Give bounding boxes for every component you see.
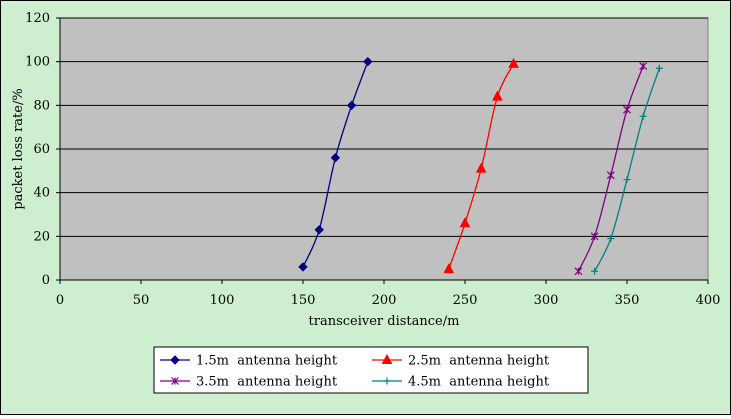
data-point: [606, 171, 615, 180]
legend: 1.5m antenna height 2.5m antenna height 3.…: [153, 346, 589, 394]
x-tick-label: 200: [372, 293, 397, 308]
data-point: [346, 100, 357, 111]
legend-label: 4.5m antenna height: [408, 375, 550, 390]
legend-item: 2.5m antenna height: [372, 354, 550, 369]
data-point: [590, 232, 599, 241]
series-2: [443, 57, 519, 274]
grid-lines: [60, 17, 708, 237]
y-axis-label: packet loss rate/%: [11, 88, 26, 209]
data-point: [298, 262, 308, 272]
data-point: [443, 263, 455, 274]
y-tick-label: 0: [42, 273, 50, 288]
data-point: [508, 57, 519, 68]
y-tick-label: 120: [25, 11, 50, 26]
legend-label: 2.5m antenna height: [408, 354, 550, 369]
x-tick-label: 250: [453, 293, 478, 308]
data-point: [623, 105, 631, 114]
data-point: [607, 235, 615, 243]
series-1: [298, 56, 373, 272]
legend-label: 3.5m antenna height: [196, 375, 338, 390]
data-point: [639, 112, 647, 120]
x-axis-label: transceiver distance/m: [309, 314, 460, 329]
data-point: [363, 56, 373, 67]
y-tick-label: 60: [33, 142, 50, 157]
legend-item: 1.5m antenna height: [160, 354, 338, 369]
data-point: [492, 90, 503, 101]
y-tick-label: 80: [33, 98, 50, 113]
x-tick-label: 0: [56, 293, 64, 308]
x-tick-label: 350: [615, 293, 640, 308]
legend-marker: [170, 355, 180, 365]
legend-item: 4.5m antenna height: [372, 375, 550, 390]
data-point: [475, 162, 487, 173]
axes: 0 20 40 60 80 100 120 0 50 100 150 200 250 300 350 400: [25, 11, 720, 308]
y-tick-label: 20: [33, 229, 50, 244]
x-tick-label: 100: [210, 293, 235, 308]
x-tick-label: 400: [696, 293, 721, 308]
data-point: [459, 217, 471, 228]
y-tick-label: 100: [25, 55, 50, 70]
data-point: [591, 267, 599, 275]
data-point: [623, 176, 631, 184]
data-point: [314, 225, 324, 235]
legend-marker: [383, 377, 391, 385]
legend-marker: [381, 353, 393, 364]
series-4: [591, 64, 663, 275]
legend-marker: [171, 377, 179, 385]
data-point: [574, 267, 583, 276]
y-tick-label: 40: [33, 186, 50, 201]
data-point: [655, 64, 663, 72]
series-3: [574, 62, 648, 276]
data-point: [330, 153, 341, 163]
x-tick-label: 50: [133, 293, 150, 308]
legend-item: 3.5m antenna height: [160, 375, 338, 390]
data-point: [639, 62, 648, 70]
x-tick-label: 300: [534, 293, 559, 308]
series-layer: [298, 56, 663, 276]
x-tick-label: 150: [291, 293, 316, 308]
legend-label: 1.5m antenna height: [196, 354, 338, 369]
legend-box: [153, 346, 589, 394]
